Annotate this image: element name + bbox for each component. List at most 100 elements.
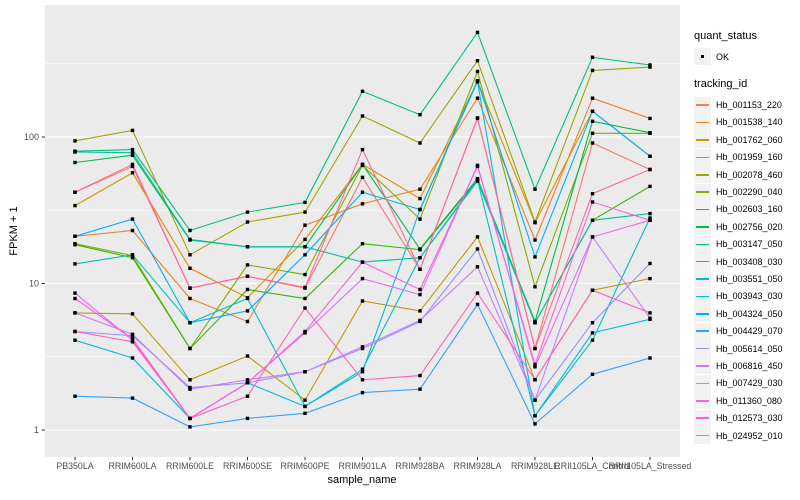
data-point: [418, 387, 422, 391]
series-color-line: [696, 382, 709, 385]
legend-item-Hb_004324_050: Hb_004324_050: [694, 305, 798, 323]
legend-item-label: Hb_002078_460: [716, 169, 783, 180]
data-point: [360, 242, 365, 246]
line-swatch-key: [694, 427, 711, 444]
data-point: [130, 162, 135, 167]
data-point: [360, 299, 365, 303]
data-point: [590, 109, 595, 113]
data-point: [360, 114, 365, 118]
x-tick-label: RRII105LA_Control: [554, 461, 630, 471]
data-point: [188, 228, 192, 233]
panel-background: [45, 5, 680, 457]
data-point: [245, 274, 250, 278]
legend-item-Hb_006816_450: Hb_006816_450: [694, 357, 798, 375]
data-point: [418, 247, 422, 251]
legend-item-label: Hb_003943_030: [716, 291, 783, 302]
data-point: [245, 378, 250, 382]
data-point: [303, 329, 307, 334]
legend-item-Hb_003943_030: Hb_003943_030: [694, 287, 798, 305]
quant-status-ok-label: OK: [716, 51, 730, 62]
data-point: [590, 131, 595, 135]
x-tick-label: RRIM600PE: [281, 461, 330, 471]
line-swatch-key: [694, 113, 711, 131]
data-point: [130, 332, 135, 336]
data-point: [73, 291, 77, 295]
line-swatch-key: [694, 200, 711, 218]
data-point: [418, 287, 422, 292]
data-point: [533, 365, 537, 369]
x-tick-label: RRIM600SE: [223, 461, 272, 471]
data-point: [360, 162, 365, 167]
x-tick-label: PB350LA: [56, 461, 93, 471]
data-point: [130, 217, 135, 221]
data-point: [73, 329, 77, 334]
legend-item-Hb_001762_060: Hb_001762_060: [694, 131, 798, 149]
data-point: [475, 69, 480, 74]
data-point: [130, 340, 135, 344]
series-color-line: [696, 434, 709, 437]
data-point: [245, 381, 250, 385]
y-axis-title: FPKM + 1: [8, 206, 20, 256]
data-point: [245, 319, 250, 324]
data-point: [130, 312, 135, 316]
data-point: [590, 235, 595, 239]
data-point: [360, 147, 365, 152]
data-point: [590, 331, 595, 335]
data-point: [360, 390, 365, 395]
data-point: [418, 217, 422, 221]
legend-item-label: Hb_006816_450: [716, 360, 783, 371]
data-point: [360, 89, 365, 93]
legend-item-Hb_001959_160: Hb_001959_160: [694, 148, 798, 166]
data-point: [360, 260, 365, 264]
data-point: [303, 200, 307, 205]
legend-item-label: Hb_002603_160: [716, 204, 783, 215]
data-point: [533, 414, 537, 418]
data-point: [130, 356, 135, 360]
data-point: [303, 411, 307, 415]
line-swatch-key: [694, 357, 711, 375]
data-point: [475, 96, 480, 100]
data-point: [188, 266, 192, 270]
black-point-icon: [700, 54, 705, 59]
data-point: [360, 370, 365, 374]
data-point: [188, 321, 192, 325]
data-point: [648, 154, 652, 158]
series-color-line: [696, 121, 709, 124]
data-point: [73, 150, 77, 154]
data-point: [73, 203, 77, 208]
series-color-line: [696, 173, 709, 176]
legend-item-Hb_005614_050: Hb_005614_050: [694, 340, 798, 358]
data-point: [188, 286, 192, 290]
data-point: [73, 262, 77, 266]
y-tick-label: 1: [34, 425, 39, 435]
data-point: [130, 396, 135, 400]
line-swatch-key: [694, 218, 711, 236]
data-point: [303, 237, 307, 242]
data-point: [590, 119, 595, 123]
data-point: [475, 116, 480, 120]
data-point: [303, 296, 307, 301]
data-point: [590, 288, 595, 292]
line-swatch-key: [694, 253, 711, 271]
data-point: [418, 318, 422, 323]
series-color-line: [696, 139, 709, 141]
data-point: [533, 187, 537, 191]
data-point: [360, 202, 365, 206]
data-point: [648, 276, 652, 281]
data-point: [130, 164, 135, 169]
legend-item-label: Hb_001959_160: [716, 152, 783, 163]
line-swatch-key: [694, 166, 711, 184]
data-point: [360, 378, 365, 382]
data-point: [73, 190, 77, 194]
data-point: [245, 263, 250, 267]
data-point: [590, 200, 595, 204]
data-point: [533, 398, 537, 402]
tracking-id-legend-title: tracking_id: [694, 78, 748, 91]
data-point: [188, 378, 192, 382]
line-swatch-key: [694, 183, 711, 201]
data-point: [418, 292, 422, 297]
data-point: [245, 287, 250, 292]
legend-item-label: Hb_002756_020: [716, 221, 783, 232]
y-tick-label: 100: [24, 132, 39, 142]
